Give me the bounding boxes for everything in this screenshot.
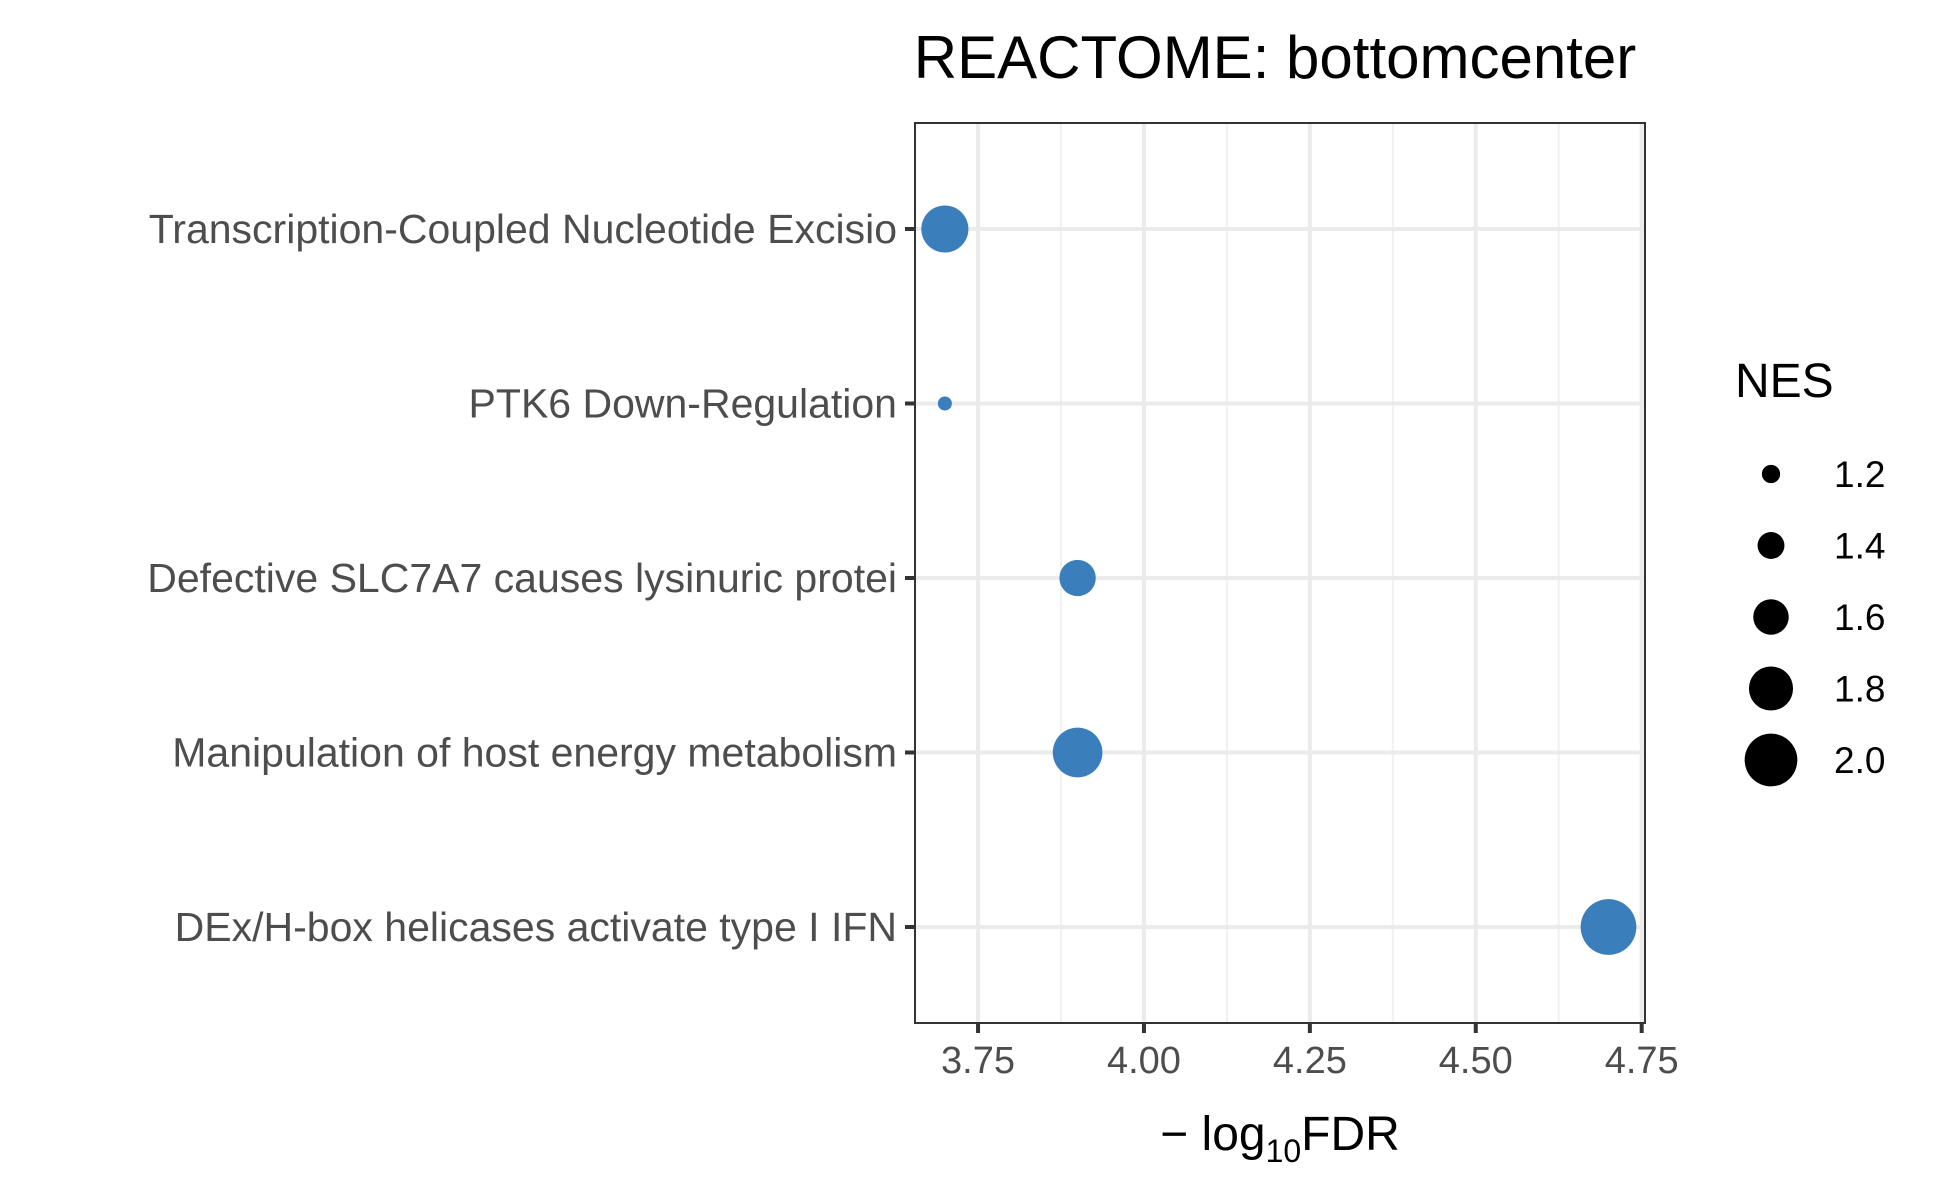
data-points (921, 205, 1637, 955)
x-tick-label: 4.25 (1273, 1040, 1347, 1082)
x-axis-label-subscript: 10 (1266, 1133, 1302, 1169)
legend-title: NES (1735, 355, 1834, 408)
legend-size-key (1761, 464, 1781, 484)
x-axis-label-prefix: − log (1160, 1108, 1265, 1161)
grid-lines (915, 123, 1645, 1023)
legend-size-label: 1.6 (1834, 597, 1885, 638)
y-tick-label: Transcription-Coupled Nucleotide Excisio (149, 206, 897, 252)
x-tick-label: 4.00 (1107, 1040, 1181, 1082)
plot-panel-background (915, 123, 1645, 1023)
x-tick-label: 3.75 (941, 1040, 1015, 1082)
legend-size-label: 2.0 (1834, 740, 1885, 781)
data-point (921, 205, 969, 253)
legend-size-key (1753, 599, 1789, 635)
legend-size-key (1757, 532, 1785, 559)
x-axis: 3.75 4.00 4.25 4.50 4.75 (941, 1023, 1679, 1082)
plot-panel-border (914, 122, 1646, 1024)
y-tick-label: PTK6 Down-Regulation (469, 381, 897, 427)
chart-title: REACTOME: bottomcenter (914, 24, 1636, 91)
data-point (1580, 899, 1637, 955)
legend-size-key (1748, 666, 1794, 711)
y-axis: Transcription-Coupled Nucleotide Excisio… (147, 206, 915, 950)
nes-size-legend: NES 1.2 1.4 1.6 1.8 2.0 (1735, 355, 1885, 787)
y-tick-label: DEx/H-box helicases activate type I IFN (175, 904, 897, 950)
data-point (937, 396, 952, 411)
legend-size-key (1744, 733, 1798, 787)
y-tick-label: Manipulation of host energy metabolism (172, 730, 897, 776)
x-axis-label-suffix: FDR (1301, 1108, 1400, 1161)
x-tick-label: 4.75 (1605, 1040, 1679, 1082)
data-point (1059, 559, 1096, 597)
x-tick-label: 4.50 (1439, 1040, 1513, 1082)
legend-size-label: 1.8 (1834, 669, 1885, 710)
legend-size-label: 1.4 (1834, 526, 1885, 567)
x-axis-label: − log10FDR (1160, 1108, 1400, 1169)
y-tick-label: Defective SLC7A7 causes lysinuric protei (147, 555, 897, 601)
data-point (1052, 727, 1103, 778)
legend-size-label: 1.2 (1834, 454, 1885, 495)
